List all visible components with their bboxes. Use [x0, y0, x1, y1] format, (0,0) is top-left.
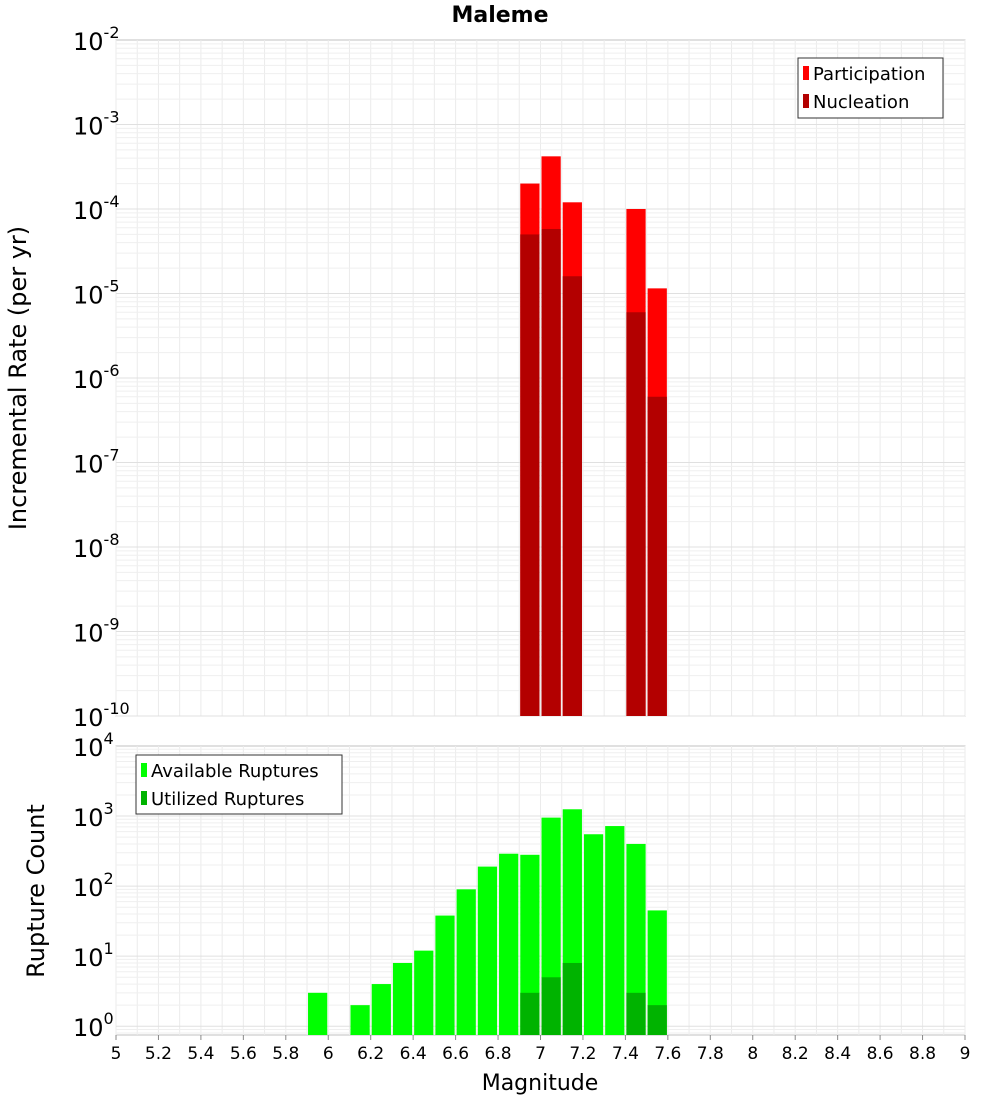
utilized-legend-label: Utilized Ruptures	[151, 789, 304, 810]
bar-available-ruptures	[499, 853, 519, 1035]
x-tick-label: 6.2	[357, 1044, 384, 1064]
overlay-bar-utilized-ruptures	[647, 1005, 667, 1035]
y-tick-label: 104	[73, 729, 114, 762]
y-tick-label: 10-5	[73, 277, 120, 310]
magnitude-axis-label: Magnitude	[482, 1071, 599, 1096]
overlay-bar-utilized-ruptures	[562, 962, 582, 1035]
overlay-bar-nucleation	[626, 312, 646, 716]
overlay-bar-nucleation	[647, 396, 667, 716]
overlay-bar-utilized-ruptures	[520, 992, 540, 1035]
rate-y-axis-label: Incremental Rate (per yr)	[4, 226, 32, 530]
x-tick-label: 6.4	[400, 1044, 427, 1064]
available-legend-label: Available Ruptures	[151, 761, 319, 782]
y-tick-label: 101	[73, 939, 114, 972]
y-tick-label: 10-7	[73, 446, 120, 479]
x-tick-label: 7.8	[697, 1044, 724, 1064]
y-tick-label: 10-10	[73, 699, 130, 732]
rate-y-ticks: 10-10 10-9 10-8 10-7 10-6 10-5 10-4 10-3 10-2	[73, 23, 130, 732]
x-tick-label: 8.4	[824, 1044, 851, 1064]
utilized-legend-swatch	[141, 791, 147, 805]
x-tick-label: 5.4	[187, 1044, 214, 1064]
magnitude-x-ticks: 5 5.2 5.4 5.6 5.8 6 6.2 6.4 6.6 6.8 7 7.2 7.4 7.6 7.8 8…	[111, 1035, 971, 1064]
x-tick-label: 7.4	[612, 1044, 639, 1064]
bar-available-ruptures	[308, 992, 328, 1035]
bar-available-ruptures	[626, 843, 646, 1035]
x-tick-label: 7.6	[654, 1044, 681, 1064]
rate-panel: 10-10 10-9 10-8 10-7 10-6 10-5 10-4 10-3 10-2 In…	[4, 23, 966, 732]
rate-legend: Participation Nucleation	[797, 57, 944, 119]
bar-available-ruptures	[520, 854, 540, 1035]
x-tick-label: 7	[535, 1044, 546, 1064]
y-tick-label: 10-2	[73, 23, 120, 56]
rate-grid	[115, 40, 966, 717]
x-tick-label: 6	[323, 1044, 334, 1064]
x-tick-label: 8	[747, 1044, 758, 1064]
available-legend-swatch	[141, 763, 147, 777]
x-tick-label: 8.2	[782, 1044, 809, 1064]
count-legend: Available Ruptures Utilized Ruptures	[135, 754, 343, 815]
x-tick-label: 5.8	[272, 1044, 299, 1064]
x-tick-label: 6.8	[485, 1044, 512, 1064]
x-tick-label: 8.8	[909, 1044, 936, 1064]
overlay-bar-nucleation	[541, 228, 561, 716]
bar-available-ruptures	[456, 889, 476, 1035]
rate-legend-box	[797, 57, 944, 119]
bar-available-ruptures	[371, 984, 391, 1035]
count-y-axis-label: Rupture Count	[22, 804, 50, 978]
chart-title: Maleme	[451, 3, 548, 28]
x-tick-label: 5.6	[230, 1044, 257, 1064]
bar-available-ruptures	[647, 910, 667, 1035]
overlay-bar-nucleation	[520, 234, 540, 717]
x-tick-label: 5	[111, 1044, 122, 1064]
x-tick-label: 8.6	[867, 1044, 894, 1064]
bar-available-ruptures	[435, 915, 455, 1035]
bar-available-ruptures	[477, 866, 498, 1035]
bar-available-ruptures	[350, 1005, 370, 1035]
count-panel: 100 101 102 103 104 5 5.2 5.4 5.6 5.8 6 6.2 6.4 6.6 6…	[22, 729, 970, 1096]
y-tick-label: 10-3	[73, 108, 120, 141]
y-tick-label: 102	[73, 869, 114, 902]
bar-available-ruptures	[605, 826, 625, 1035]
overlay-bar-utilized-ruptures	[541, 977, 561, 1035]
participation-legend-label: Participation	[813, 64, 925, 85]
nucleation-legend-label: Nucleation	[813, 92, 909, 113]
y-tick-label: 103	[73, 799, 114, 832]
y-tick-label: 10-9	[73, 615, 120, 648]
count-legend-box	[135, 754, 343, 815]
x-tick-label: 9	[960, 1044, 971, 1064]
count-bars	[308, 809, 667, 1035]
y-tick-label: 100	[73, 1009, 114, 1042]
count-grid	[115, 746, 966, 1035]
y-tick-label: 10-4	[73, 192, 120, 225]
overlay-bar-nucleation	[562, 276, 582, 716]
x-tick-label: 7.2	[569, 1044, 596, 1064]
y-tick-label: 10-6	[73, 361, 120, 394]
y-tick-label: 10-8	[73, 530, 120, 563]
rate-bars	[520, 156, 667, 717]
bar-available-ruptures	[392, 962, 413, 1035]
x-tick-label: 5.2	[145, 1044, 172, 1064]
bar-available-ruptures	[414, 950, 434, 1035]
participation-legend-swatch	[803, 66, 809, 80]
overlay-bar-utilized-ruptures	[626, 992, 646, 1035]
x-tick-label: 6.6	[442, 1044, 469, 1064]
nucleation-legend-swatch	[803, 94, 809, 108]
count-y-ticks: 100 101 102 103 104	[73, 729, 114, 1042]
bar-available-ruptures	[583, 834, 604, 1035]
